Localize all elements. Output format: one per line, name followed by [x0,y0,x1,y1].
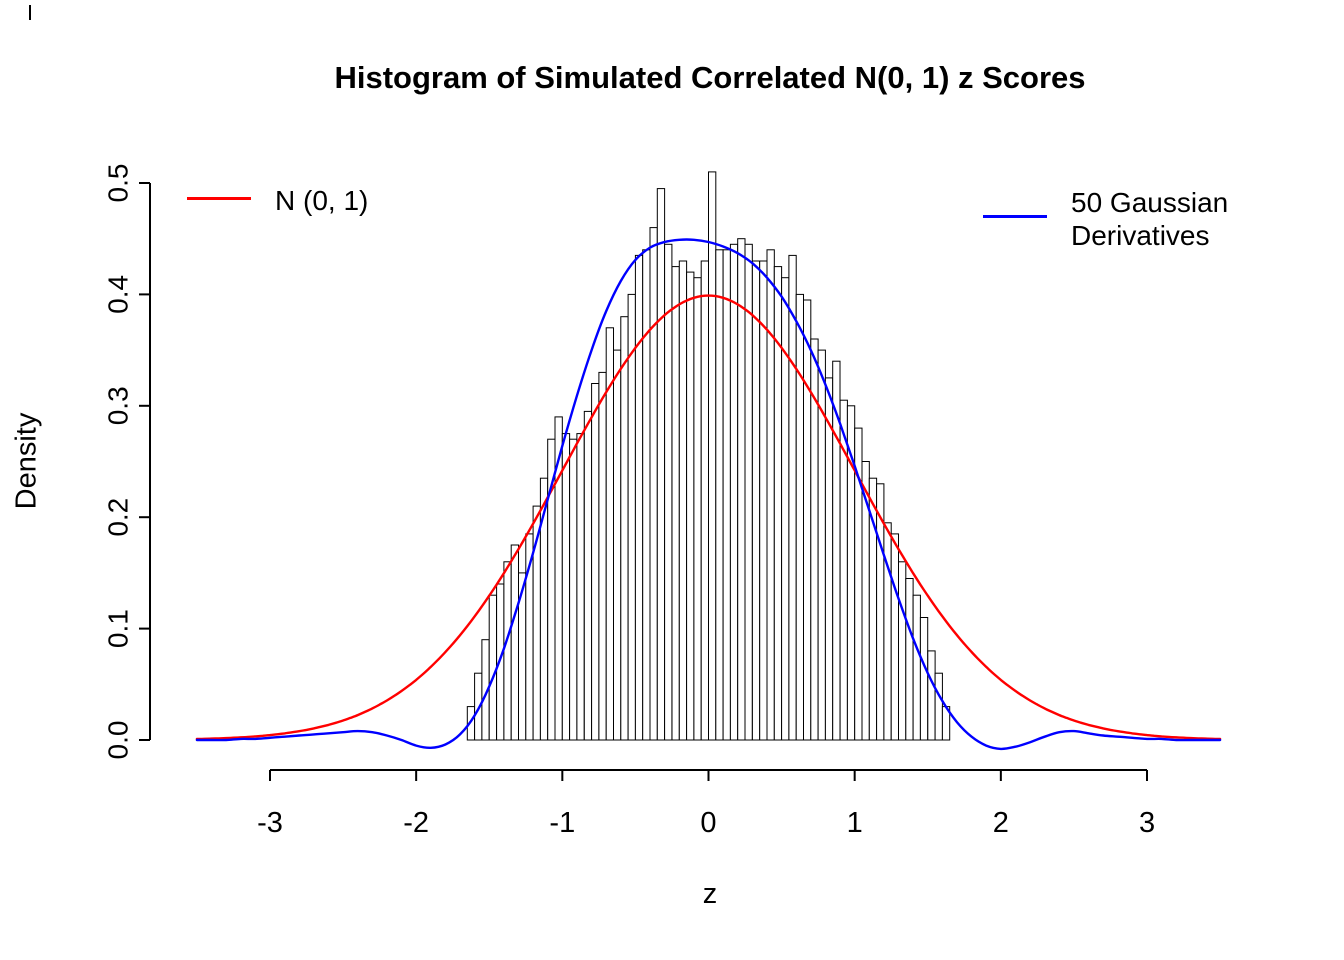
legend-label-normal: N (0, 1) [275,185,369,216]
histogram-bar [488,594,498,741]
histogram-bar [861,461,870,741]
histogram-bar [912,594,921,741]
histogram-bar [693,277,702,741]
histogram-bar [671,266,680,741]
histogram-bar [598,371,607,741]
histogram-bar [708,171,717,741]
histogram-bar [539,477,549,741]
x-tick-label: 1 [847,807,863,839]
y-tick-label: 0.5 [102,164,133,203]
histogram-bar [803,299,812,741]
y-tick-label: 0.1 [102,609,133,648]
y-tick-label: 0.4 [102,275,133,314]
y-tick-label: 0.2 [102,498,133,537]
histogram-bar [510,544,520,741]
histogram-bar [934,672,943,741]
histogram-bar [737,238,746,741]
histogram-bar [898,561,907,741]
legend-line-gaussian-derivatives [983,215,1047,218]
histogram-bars [466,171,951,741]
histogram-bar [627,293,636,741]
x-tick-label: -1 [549,807,575,839]
legend-label-gaussian-derivatives: 50 Gaussian Derivatives [1071,187,1229,251]
histogram-bar [664,243,673,741]
histogram-bar [634,254,644,741]
histogram-bar [686,271,695,741]
crop-artifact-mark [29,5,31,20]
normal-curve [195,294,1222,741]
gaussian-derivatives-curve [195,238,1222,751]
histogram-bar [744,243,753,741]
x-axis-label: z [702,878,718,910]
histogram-bar [919,617,929,741]
histogram-bar [583,410,593,741]
x-tick-label: 0 [700,807,716,839]
histogram-bar [751,260,761,741]
legend-entry-gaussian-derivatives: 50 Gaussian Derivatives [983,186,1228,252]
histogram-bar [729,243,739,741]
histogram-bar [503,561,512,741]
histogram-bar [656,188,666,741]
histogram-bar [824,377,834,741]
histogram-bar [759,260,768,741]
histogram-bar [678,260,688,741]
histogram-bar [700,260,710,741]
histogram-bar [569,438,578,741]
histogram-bar [642,249,651,741]
histogram-bar [591,383,600,741]
x-tick-label: 3 [1139,807,1155,839]
histogram-bar [890,533,900,741]
histogram-bar [788,254,797,741]
y-tick-label: 0.3 [102,386,133,425]
chart-title: Histogram of Simulated Correlated N(0, 1… [334,60,1086,95]
histogram-bar [766,249,775,741]
histogram-bar [649,227,658,741]
histogram-bar [715,249,724,741]
histogram-bar [795,293,805,741]
x-tick-label: -2 [403,807,429,839]
histogram-bar [781,277,790,741]
x-tick-label: -3 [257,807,283,839]
histogram-bar [561,433,571,741]
x-tick-label: 2 [993,807,1009,839]
histogram-bar [576,433,585,741]
histogram-bar [722,249,731,741]
histogram-bar [613,349,622,741]
y-tick-label: 0.0 [102,721,133,760]
histogram-bar [905,578,914,741]
histogram-bar [927,650,936,741]
legend-line-normal [187,197,251,200]
legend-entry-normal: N (0, 1) [187,184,368,217]
histogram-bar [620,316,629,741]
y-axis-label: Density [10,412,43,510]
histogram-bar [773,266,783,741]
